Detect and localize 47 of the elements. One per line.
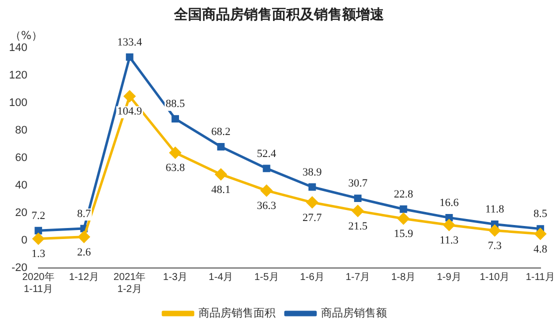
data-label: 11.8 <box>485 204 505 216</box>
legend-label: 商品房销售额 <box>321 306 387 320</box>
data-label: 52.4 <box>256 148 277 160</box>
legend-label: 商品房销售面积 <box>198 306 276 320</box>
x-tick-label: 1-3月 <box>163 272 188 283</box>
data-label: 30.7 <box>348 178 368 190</box>
y-tick-label: 140 <box>8 42 28 54</box>
data-label: 1.3 <box>31 248 46 260</box>
data-label: 8.5 <box>533 208 548 220</box>
chart-title: 全国商品房销售面积及销售额增速 <box>173 6 385 24</box>
x-tick-label: 1-10月 <box>480 272 510 283</box>
data-label: 36.3 <box>256 200 277 212</box>
data-label: 22.8 <box>394 188 414 201</box>
y-axis-title: （%） <box>10 28 42 42</box>
data-label: 8.7 <box>77 208 92 220</box>
x-tick-label: 1-5月 <box>254 272 279 283</box>
y-tick-label: 100 <box>8 97 28 110</box>
data-label: 7.3 <box>488 240 502 252</box>
data-label: 133.4 <box>117 36 143 48</box>
data-label: 38.9 <box>302 166 322 178</box>
y-tick-label: 0 <box>21 234 28 247</box>
y-tick-label: 80 <box>15 124 28 137</box>
data-label: 15.9 <box>394 228 414 240</box>
x-tick-label: 1-11月 <box>526 272 556 283</box>
x-tick-label: 1-12月 <box>68 272 99 283</box>
x-tick-label: 1-7月 <box>346 272 370 283</box>
x-tick-label: 1-6月 <box>300 272 324 283</box>
data-label: 104.9 <box>117 106 143 118</box>
x-tick-label: 1-8月 <box>391 272 416 283</box>
y-tick-label: 120 <box>8 70 28 82</box>
data-label: 4.8 <box>533 243 548 256</box>
data-label: 48.1 <box>211 184 231 196</box>
y-tick-label: 20 <box>15 207 28 220</box>
data-label: 21.5 <box>348 220 368 232</box>
x-tick-label: 2021年 1-2月 <box>114 270 146 295</box>
data-label: 2.6 <box>77 246 92 258</box>
data-label: 16.6 <box>439 197 460 210</box>
data-label: 68.2 <box>211 126 231 138</box>
data-label: 88.5 <box>166 98 186 110</box>
data-label: 27.7 <box>302 212 322 224</box>
y-tick-label: 40 <box>15 180 28 192</box>
data-label: 11.3 <box>440 234 460 246</box>
y-tick-label: 60 <box>15 152 28 164</box>
x-tick-label: 1-9月 <box>436 272 462 283</box>
data-label: 7.2 <box>31 210 46 222</box>
data-label: 63.8 <box>166 162 186 174</box>
x-tick-label: 1-4月 <box>208 272 234 283</box>
